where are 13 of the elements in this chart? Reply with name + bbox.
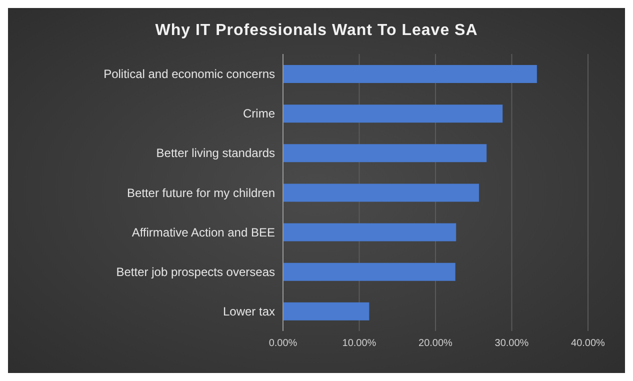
x-tick-label: 10.00% [342, 338, 376, 350]
y-tick-label: Affirmative Action and BEE [132, 225, 275, 240]
x-tick-label: 40.00% [571, 338, 606, 350]
x-tick-label: 20.00% [418, 338, 453, 350]
x-tick-label: 30.00% [494, 338, 529, 350]
y-tick-label: Political and economic concerns [104, 67, 275, 82]
y-tick-label: Crime [243, 106, 276, 121]
y-tick-label: Better future for my children [126, 186, 275, 200]
chart-title: Why IT Professionals Want To Leave SA [154, 21, 479, 41]
y-tick-label: Better job prospects overseas [116, 264, 275, 279]
x-tick-label: 0.00% [268, 338, 298, 350]
y-tick-label: Lower tax [222, 304, 275, 318]
y-tick-label: Better living standards [156, 146, 275, 160]
